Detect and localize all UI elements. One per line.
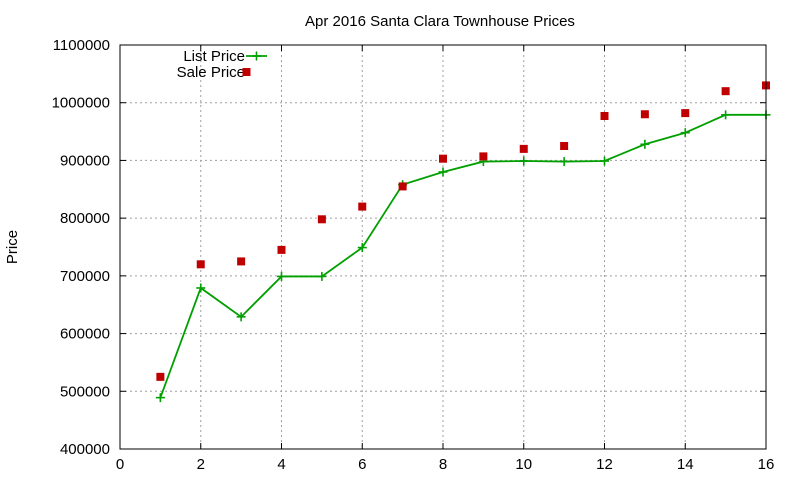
legend-label: Sale Price	[177, 64, 245, 81]
grid	[120, 45, 766, 449]
data-point	[640, 110, 649, 119]
chart-title: Apr 2016 Santa Clara Townhouse Prices	[305, 13, 575, 30]
y-tick-label: 700000	[60, 268, 110, 285]
data-point	[398, 182, 407, 191]
legend-marker	[252, 51, 261, 61]
x-tick-label: 0	[116, 456, 124, 473]
data-point	[519, 144, 528, 153]
data-point	[680, 128, 690, 138]
data-point	[317, 271, 327, 281]
data-point	[560, 142, 569, 150]
data-point	[358, 202, 367, 211]
data-point	[236, 312, 246, 322]
tick-labels: 0 2 4 6 8 10 12 14 16 400000 500000 600000 700000 800…	[52, 37, 775, 473]
y-tick-label: 600000	[60, 326, 110, 343]
data-point	[600, 111, 609, 120]
data-point	[237, 257, 246, 266]
y-axis-label: Price	[4, 230, 21, 264]
x-tick-label: 16	[758, 456, 775, 473]
data-point	[721, 110, 731, 120]
x-tick-label: 10	[515, 456, 532, 473]
x-tick-label: 14	[677, 456, 694, 473]
y-tick-label: 1000000	[52, 95, 110, 112]
y-tick-label: 500000	[60, 383, 110, 400]
legend-label: List Price	[183, 48, 245, 65]
x-tick-label: 12	[596, 456, 613, 473]
data-point	[277, 245, 286, 254]
data-point	[479, 152, 488, 161]
data-point	[277, 271, 286, 281]
data-point	[600, 156, 609, 166]
data-point	[196, 260, 205, 269]
x-tick-label: 6	[358, 456, 366, 473]
data-point	[155, 393, 165, 403]
series	[155, 81, 771, 403]
series-list-price	[155, 110, 771, 403]
data-point	[519, 156, 529, 166]
series-sale-price	[156, 81, 770, 381]
data-point	[438, 167, 448, 177]
series-line	[159, 113, 766, 398]
data-point	[559, 157, 569, 167]
data-point	[681, 109, 690, 118]
y-tick-label: 800000	[60, 210, 110, 227]
x-tick-label: 4	[277, 456, 285, 473]
data-point	[156, 372, 165, 381]
y-tick-label: 1100000	[53, 37, 110, 54]
data-point	[640, 139, 650, 149]
x-tick-label: 2	[197, 456, 205, 473]
legend-marker	[242, 68, 251, 76]
data-point	[357, 243, 367, 253]
data-point	[317, 215, 326, 224]
data-point	[721, 87, 730, 96]
plot-area-border	[119, 44, 767, 450]
x-tick-label: 8	[439, 456, 447, 473]
data-point	[439, 154, 447, 163]
y-tick-label: 900000	[60, 152, 110, 169]
data-point	[196, 283, 206, 293]
y-tick-label: 400000	[60, 441, 110, 458]
